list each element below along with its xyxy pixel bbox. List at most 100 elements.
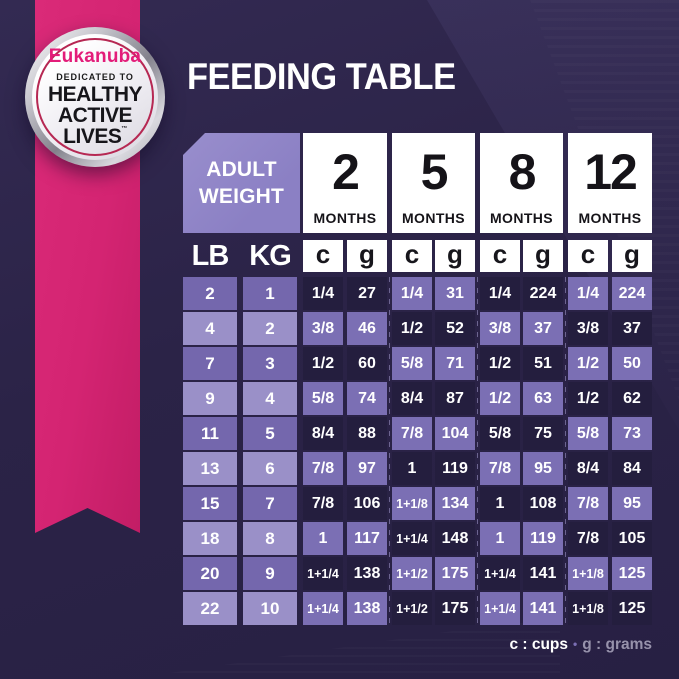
cups-cell: 1+1/4 [480,557,520,590]
kg-cell: 5 [243,417,297,450]
kg-column-header: KG [249,239,292,272]
lb-cell: 15 [183,487,237,520]
unit-header-g-7: g [612,240,652,272]
grams-cell: 138 [347,557,387,590]
cups-cell: 5/8 [568,417,608,450]
lb-cell: 22 [183,592,237,625]
grams-cell: 224 [612,277,652,310]
badge-tagline-line1: HEALTHY [47,83,143,107]
badge-tagline-line3: LIVES™ [63,124,127,148]
brand-logo-text: Eukanuba [48,46,142,68]
grams-cell: 175 [435,592,475,625]
kg-cell: 1 [243,277,297,310]
lb-cell: 18 [183,522,237,555]
cups-cell: 1/2 [480,347,520,380]
grams-cell: 134 [435,487,475,520]
grams-cell: 119 [435,452,475,485]
kg-cell: 9 [243,557,297,590]
kg-cell: 10 [243,592,297,625]
lb-cell: 4 [183,312,237,345]
page-title: FEEDING TABLE [187,56,456,97]
cups-cell: 8/4 [392,382,432,415]
grams-cell: 84 [612,452,652,485]
grams-cell: 88 [347,417,387,450]
cups-cell: 1/4 [568,277,608,310]
feeding-table: ADULT WEIGHT 2 MONTHS 5 MONTHS 8 MONTHS 12 MONT… [183,133,653,628]
cups-cell: 3/8 [480,312,520,345]
badge-tagline-line2: ACTIVE [57,104,133,128]
grams-cell: 37 [523,312,563,345]
badge-tagline-line3-text: LIVES [63,124,122,148]
cups-cell: 1+1/8 [392,487,432,520]
grams-cell: 95 [612,487,652,520]
cups-cell: 8/4 [303,417,343,450]
unit-header-g-1: g [347,240,387,272]
legend-separator-dot: • [573,637,578,651]
cups-cell: 1/4 [392,277,432,310]
cups-cell: 1+1/2 [392,592,432,625]
adult-weight-line2: WEIGHT [198,185,285,208]
cups-cell: 1/2 [568,347,608,380]
cups-cell: 1/2 [480,382,520,415]
grams-cell: 97 [347,452,387,485]
month-header-5: 5 MONTHS [392,133,475,233]
cups-cell: 3/8 [568,312,608,345]
cups-cell: 3/8 [303,312,343,345]
unit-header-c-0: c [303,240,343,272]
grams-cell: 141 [523,557,563,590]
grams-cell: 31 [435,277,475,310]
cups-cell: 7/8 [568,522,608,555]
cups-cell: 1/4 [480,277,520,310]
cups-cell: 7/8 [568,487,608,520]
cups-cell: 7/8 [303,452,343,485]
lb-cell: 20 [183,557,237,590]
grams-cell: 117 [347,522,387,555]
brand-badge: Eukanuba DEDICATED TO HEALTHY ACTIVE LIV… [25,27,165,167]
grams-cell: 108 [523,487,563,520]
cups-cell: 1+1/4 [392,522,432,555]
month-number: 5 [420,143,449,200]
unit-header-g-3: g [435,240,475,272]
grams-cell: 37 [612,312,652,345]
kg-cell: 3 [243,347,297,380]
group-separator-2 [565,277,566,625]
kg-cell: 6 [243,452,297,485]
cups-cell: 1 [392,452,432,485]
legend-grams: g : grams [582,636,652,653]
grams-cell: 73 [612,417,652,450]
month-header-8: 8 MONTHS [480,133,563,233]
cups-cell: 5/8 [392,347,432,380]
badge-tagline-top: DEDICATED TO [56,72,134,83]
cups-cell: 1/4 [303,277,343,310]
grams-cell: 105 [612,522,652,555]
lb-cell: 9 [183,382,237,415]
trademark-symbol: ™ [121,125,127,132]
unit-header-c-2: c [392,240,432,272]
cups-cell: 1 [480,522,520,555]
grams-cell: 224 [523,277,563,310]
cups-cell: 1+1/4 [480,592,520,625]
adult-weight-line1: ADULT [206,157,277,181]
grams-cell: 125 [612,592,652,625]
cups-cell: 8/4 [568,452,608,485]
month-label: MONTHS [578,210,642,226]
month-header-2: 2 MONTHS [303,133,387,233]
unit-header-g-5: g [523,240,563,272]
cups-cell: 1/2 [392,312,432,345]
badge-ring [36,38,154,156]
grams-cell: 119 [523,522,563,555]
lb-column-header: LB [191,239,230,272]
grams-cell: 125 [612,557,652,590]
grams-cell: 52 [435,312,475,345]
kg-cell: 4 [243,382,297,415]
badge-content: Eukanuba DEDICATED TO HEALTHY ACTIVE LIV… [38,40,152,154]
cups-cell: 1+1/4 [303,557,343,590]
month-label: MONTHS [313,210,377,226]
cups-cell: 1+1/4 [303,592,343,625]
legend: c : cups • g : grams [509,636,652,654]
grams-cell: 104 [435,417,475,450]
unit-header-c-6: c [568,240,608,272]
grams-cell: 74 [347,382,387,415]
grams-cell: 148 [435,522,475,555]
month-label: MONTHS [489,210,554,226]
